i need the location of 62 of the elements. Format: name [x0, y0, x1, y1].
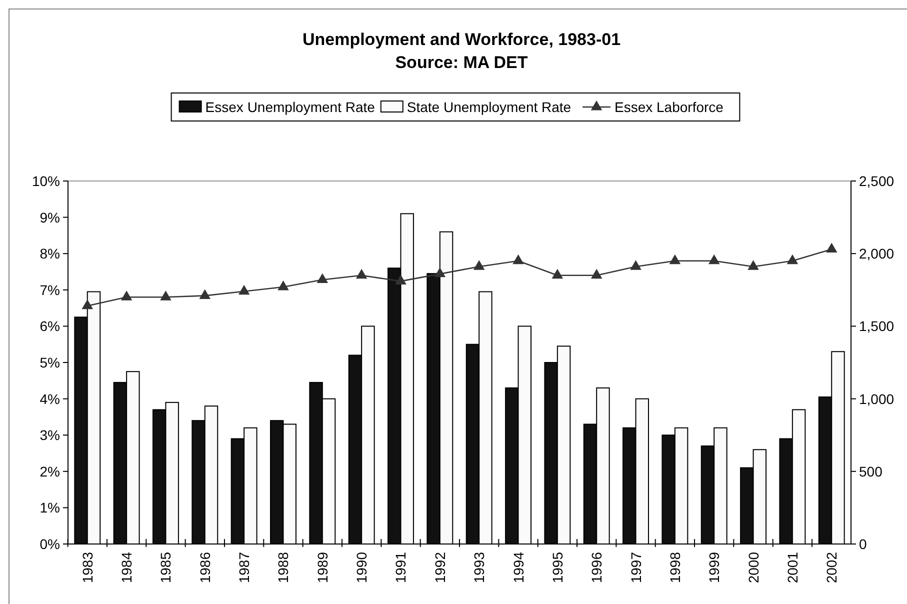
point	[512, 254, 524, 264]
x-tick-label: 1985	[158, 552, 174, 584]
x-tick-label: 1993	[471, 552, 488, 584]
x-tick-label: 1990	[354, 552, 370, 584]
point	[316, 273, 328, 283]
point	[708, 254, 720, 264]
y2-tick-label: 0	[859, 536, 867, 552]
point	[552, 268, 564, 279]
x-tick-label: 1984	[118, 552, 135, 584]
x-tick-label: 1983	[79, 552, 96, 584]
x-tick-label: 1987	[236, 552, 252, 584]
y-tick-label: 5%	[40, 354, 60, 370]
point	[238, 284, 250, 295]
point	[395, 274, 406, 284]
x-tick-label: 1986	[196, 552, 213, 584]
y2-tick-label: 2,000	[859, 246, 894, 262]
chart-title: Unemployment and Workforce, 1983-01	[302, 30, 621, 49]
x-tick-label: 2000	[745, 552, 762, 584]
y2-tick-label: 500	[859, 463, 883, 480]
x-tick-label: 2001	[784, 552, 800, 584]
point	[748, 260, 759, 270]
point	[278, 280, 289, 290]
legend-label: State Unemployment Rate	[406, 99, 572, 115]
point	[120, 290, 132, 300]
y-tick-label: 3%	[40, 427, 60, 444]
x-tick-label: 1994	[510, 552, 526, 584]
x-tick-label: 1991	[392, 552, 409, 584]
y2-tick-label: 1,000	[859, 390, 894, 407]
y-tick-label: 4%	[40, 390, 60, 407]
point	[590, 268, 602, 279]
x-tick-label: 1995	[549, 552, 566, 584]
x-tick-label: 2002	[824, 552, 840, 584]
y-tick-label: 10%	[32, 173, 60, 189]
y2-tick-label: 2,500	[859, 173, 894, 189]
y-tick-label: 8%	[40, 246, 60, 262]
chart-subtitle: Source: MA DET	[395, 53, 528, 72]
point	[82, 299, 94, 310]
x-tick-label: 1998	[666, 552, 683, 584]
x-tick-label: 1996	[588, 552, 605, 584]
point	[199, 289, 211, 299]
legend-label: Essex Laborforce	[614, 99, 724, 115]
point	[434, 267, 446, 278]
y-tick-label: 2%	[40, 463, 60, 480]
y-tick-label: 0%	[40, 536, 60, 552]
y-tick-label: 6%	[40, 318, 60, 334]
y-tick-label: 7%	[40, 282, 60, 298]
y-tick-label: 9%	[40, 209, 60, 226]
y2-tick-label: 1,500	[859, 318, 894, 334]
point	[160, 290, 172, 300]
legend-label: Essex Unemployment Rate	[205, 99, 376, 115]
point	[473, 260, 485, 270]
x-tick-label: 1997	[628, 552, 644, 584]
point	[630, 260, 642, 270]
point	[669, 254, 681, 264]
point	[826, 242, 838, 252]
x-tick-label: 1989	[314, 552, 330, 584]
point	[786, 254, 798, 264]
y-tick-label: 1%	[40, 500, 60, 516]
x-tick-label: 1999	[706, 552, 722, 584]
x-tick-label: 1988	[275, 552, 292, 584]
point	[356, 268, 368, 279]
x-tick-label: 1992	[432, 552, 448, 584]
